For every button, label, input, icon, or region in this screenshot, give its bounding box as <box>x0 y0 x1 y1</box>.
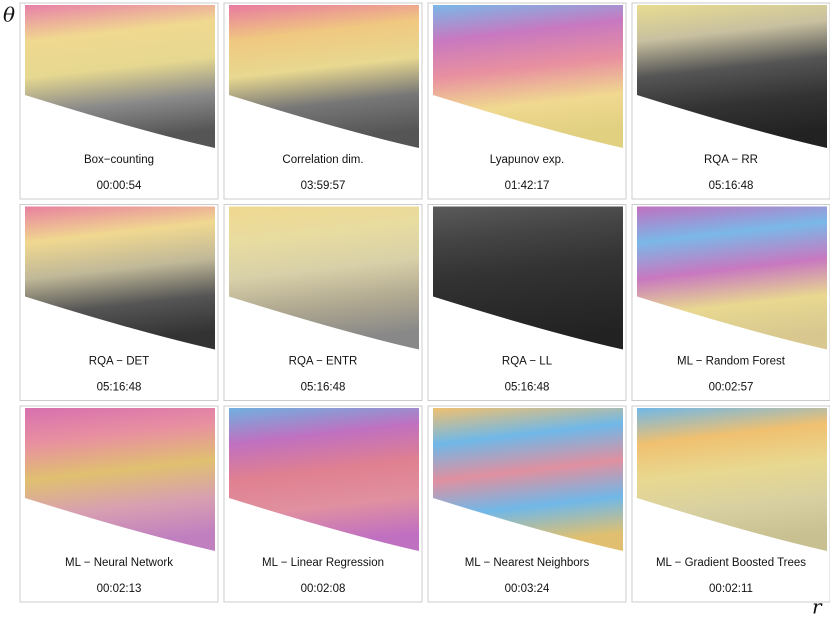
panel-time: 05:16:48 <box>505 382 550 394</box>
panel: RQA − RR 05:16:48 <box>631 2 830 200</box>
panel-image <box>433 206 623 350</box>
panel: Correlation dim. 03:59:57 <box>223 2 423 200</box>
panel: RQA − DET 05:16:48 <box>19 204 219 401</box>
panel-time: 00:02:13 <box>97 583 142 595</box>
panel-label: ML − Nearest Neighbors <box>465 557 590 569</box>
panel-time: 05:16:48 <box>97 382 142 394</box>
x-axis-label: r <box>812 595 823 619</box>
panel: ML − Linear Regression 00:02:08 <box>223 405 423 603</box>
panel-image <box>433 5 623 148</box>
panel: ML − Neural Network 00:02:13 <box>19 405 219 603</box>
panel-label: ML − Random Forest <box>677 356 786 368</box>
panel-image <box>25 206 215 350</box>
panel-image <box>637 5 827 148</box>
panel-label: RQA − DET <box>89 356 149 368</box>
panel-label: ML − Neural Network <box>65 557 173 569</box>
panel-time: 05:16:48 <box>301 382 346 394</box>
panel-time: 00:03:24 <box>505 583 550 595</box>
panel: Lyapunov exp. 01:42:17 <box>427 2 627 200</box>
panel-image <box>25 408 215 551</box>
panel-image <box>637 206 827 350</box>
panel-image <box>25 5 215 148</box>
panel-time: 01:42:17 <box>505 180 550 192</box>
panel-image <box>229 408 419 551</box>
panel-image <box>229 206 419 350</box>
panel: RQA − ENTR 05:16:48 <box>223 204 423 401</box>
panel: ML − Random Forest 00:02:57 <box>631 204 830 401</box>
panel-time: 00:02:11 <box>709 583 753 595</box>
panel-label: RQA − LL <box>502 356 553 368</box>
panel: ML − Nearest Neighbors 00:03:24 <box>427 405 627 603</box>
panel-time: 00:02:08 <box>301 583 346 595</box>
y-axis-label: θ <box>3 3 15 27</box>
panel-label: Lyapunov exp. <box>490 154 564 166</box>
panel-time: 00:00:54 <box>97 180 142 192</box>
panel-label: RQA − ENTR <box>289 356 358 368</box>
panel-time: 05:16:48 <box>709 180 754 192</box>
panel-image <box>433 408 623 551</box>
panel-label: ML − Gradient Boosted Trees <box>656 557 806 569</box>
panel-label: Correlation dim. <box>282 154 363 166</box>
panel: ML − Gradient Boosted Trees 00:02:11 <box>631 405 830 603</box>
panel: RQA − LL 05:16:48 <box>427 204 627 401</box>
panel-time: 00:02:57 <box>709 382 754 394</box>
panel-label: ML − Linear Regression <box>262 557 384 569</box>
panel-image <box>637 408 827 551</box>
panel-label: RQA − RR <box>704 154 758 166</box>
panel-image <box>229 5 419 148</box>
panel: Box−counting 00:00:54 <box>19 2 219 200</box>
panel-time: 03:59:57 <box>301 180 346 192</box>
panel-label: Box−counting <box>84 154 154 166</box>
